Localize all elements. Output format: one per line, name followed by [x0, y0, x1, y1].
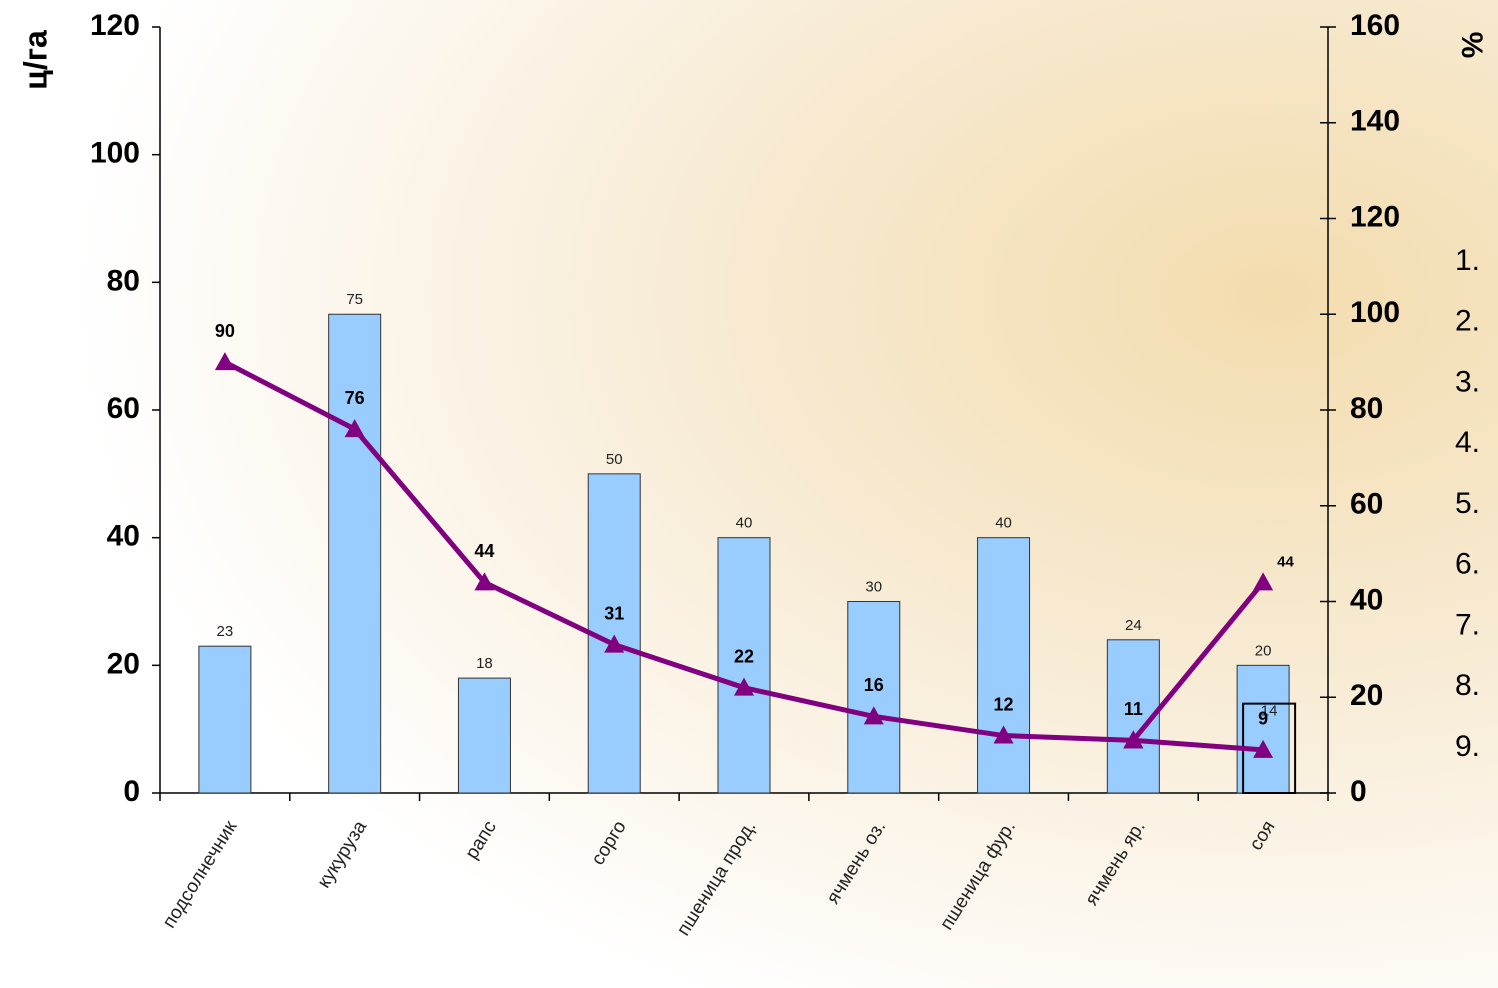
bar [717, 537, 771, 794]
bar [198, 645, 252, 794]
line-marker [863, 706, 884, 725]
bar [977, 537, 1031, 794]
line-marker [1253, 572, 1274, 591]
line-marker [734, 677, 754, 696]
y2-tick-label: 40 [1350, 583, 1383, 616]
y2-tick-label: 80 [1350, 392, 1383, 425]
bar-label: 24 [1125, 617, 1142, 634]
line-label: 16 [864, 675, 884, 695]
bar-label: 30 [865, 578, 882, 595]
y2-tick-label: 100 [1350, 296, 1400, 329]
line-label: 90 [215, 321, 235, 341]
list-number: 9. [1455, 730, 1480, 763]
line-marker [1123, 730, 1144, 749]
bar-label: 50 [606, 451, 623, 468]
bar-label: 40 [995, 515, 1012, 532]
y-tick-label: 20 [107, 647, 140, 680]
line-marker [344, 419, 365, 438]
bar [457, 677, 511, 794]
bar-label: 23 [217, 623, 234, 640]
bar [328, 313, 382, 794]
y-tick-label: 40 [107, 520, 140, 553]
line-label: 44 [474, 541, 494, 561]
bar-label: 18 [476, 655, 493, 672]
y-tick-label: 80 [107, 264, 140, 297]
list-number: 8. [1455, 669, 1480, 702]
y-tick-label: 0 [123, 775, 140, 808]
list-number: 7. [1455, 608, 1480, 641]
y2-tick-label: 140 [1350, 105, 1400, 138]
y2-tick-label: 20 [1350, 679, 1383, 712]
y2-tick-label: 60 [1350, 488, 1383, 521]
line-label: 44 [1277, 553, 1294, 570]
y-tick-label: 120 [90, 9, 140, 42]
bar-label: 20 [1255, 642, 1272, 659]
bar [587, 473, 641, 794]
line-label: 76 [345, 388, 365, 408]
bar-label: 75 [346, 291, 363, 308]
list-number: 3. [1455, 365, 1480, 398]
line-label: 31 [604, 603, 624, 623]
line-label: 12 [994, 694, 1014, 714]
line-marker [214, 352, 235, 371]
list-number: 4. [1455, 426, 1480, 459]
bar-label: 40 [736, 515, 753, 532]
list-number: 5. [1455, 487, 1480, 520]
line-marker [474, 572, 495, 591]
line-label: 11 [1124, 699, 1143, 719]
list-number: 2. [1455, 305, 1480, 338]
y-axis-title: ц/га [17, 30, 53, 90]
y2-axis-title: % [1455, 32, 1488, 59]
y-tick-label: 100 [90, 137, 140, 170]
list-number: 1. [1455, 244, 1480, 277]
y2-tick-label: 120 [1350, 200, 1400, 233]
y-tick-label: 60 [107, 392, 140, 425]
line-label: 9 [1258, 709, 1268, 729]
line-marker [604, 634, 625, 653]
bar [847, 601, 901, 794]
line-label: 22 [734, 646, 754, 666]
bar-label: 14 [1261, 703, 1278, 720]
bar [1236, 664, 1290, 794]
y2-tick-label: 0 [1350, 775, 1367, 808]
list-number: 6. [1455, 548, 1480, 581]
line-marker [993, 725, 1014, 744]
y2-tick-label: 160 [1350, 9, 1400, 42]
line-marker [1253, 739, 1274, 758]
line [1131, 580, 1266, 742]
